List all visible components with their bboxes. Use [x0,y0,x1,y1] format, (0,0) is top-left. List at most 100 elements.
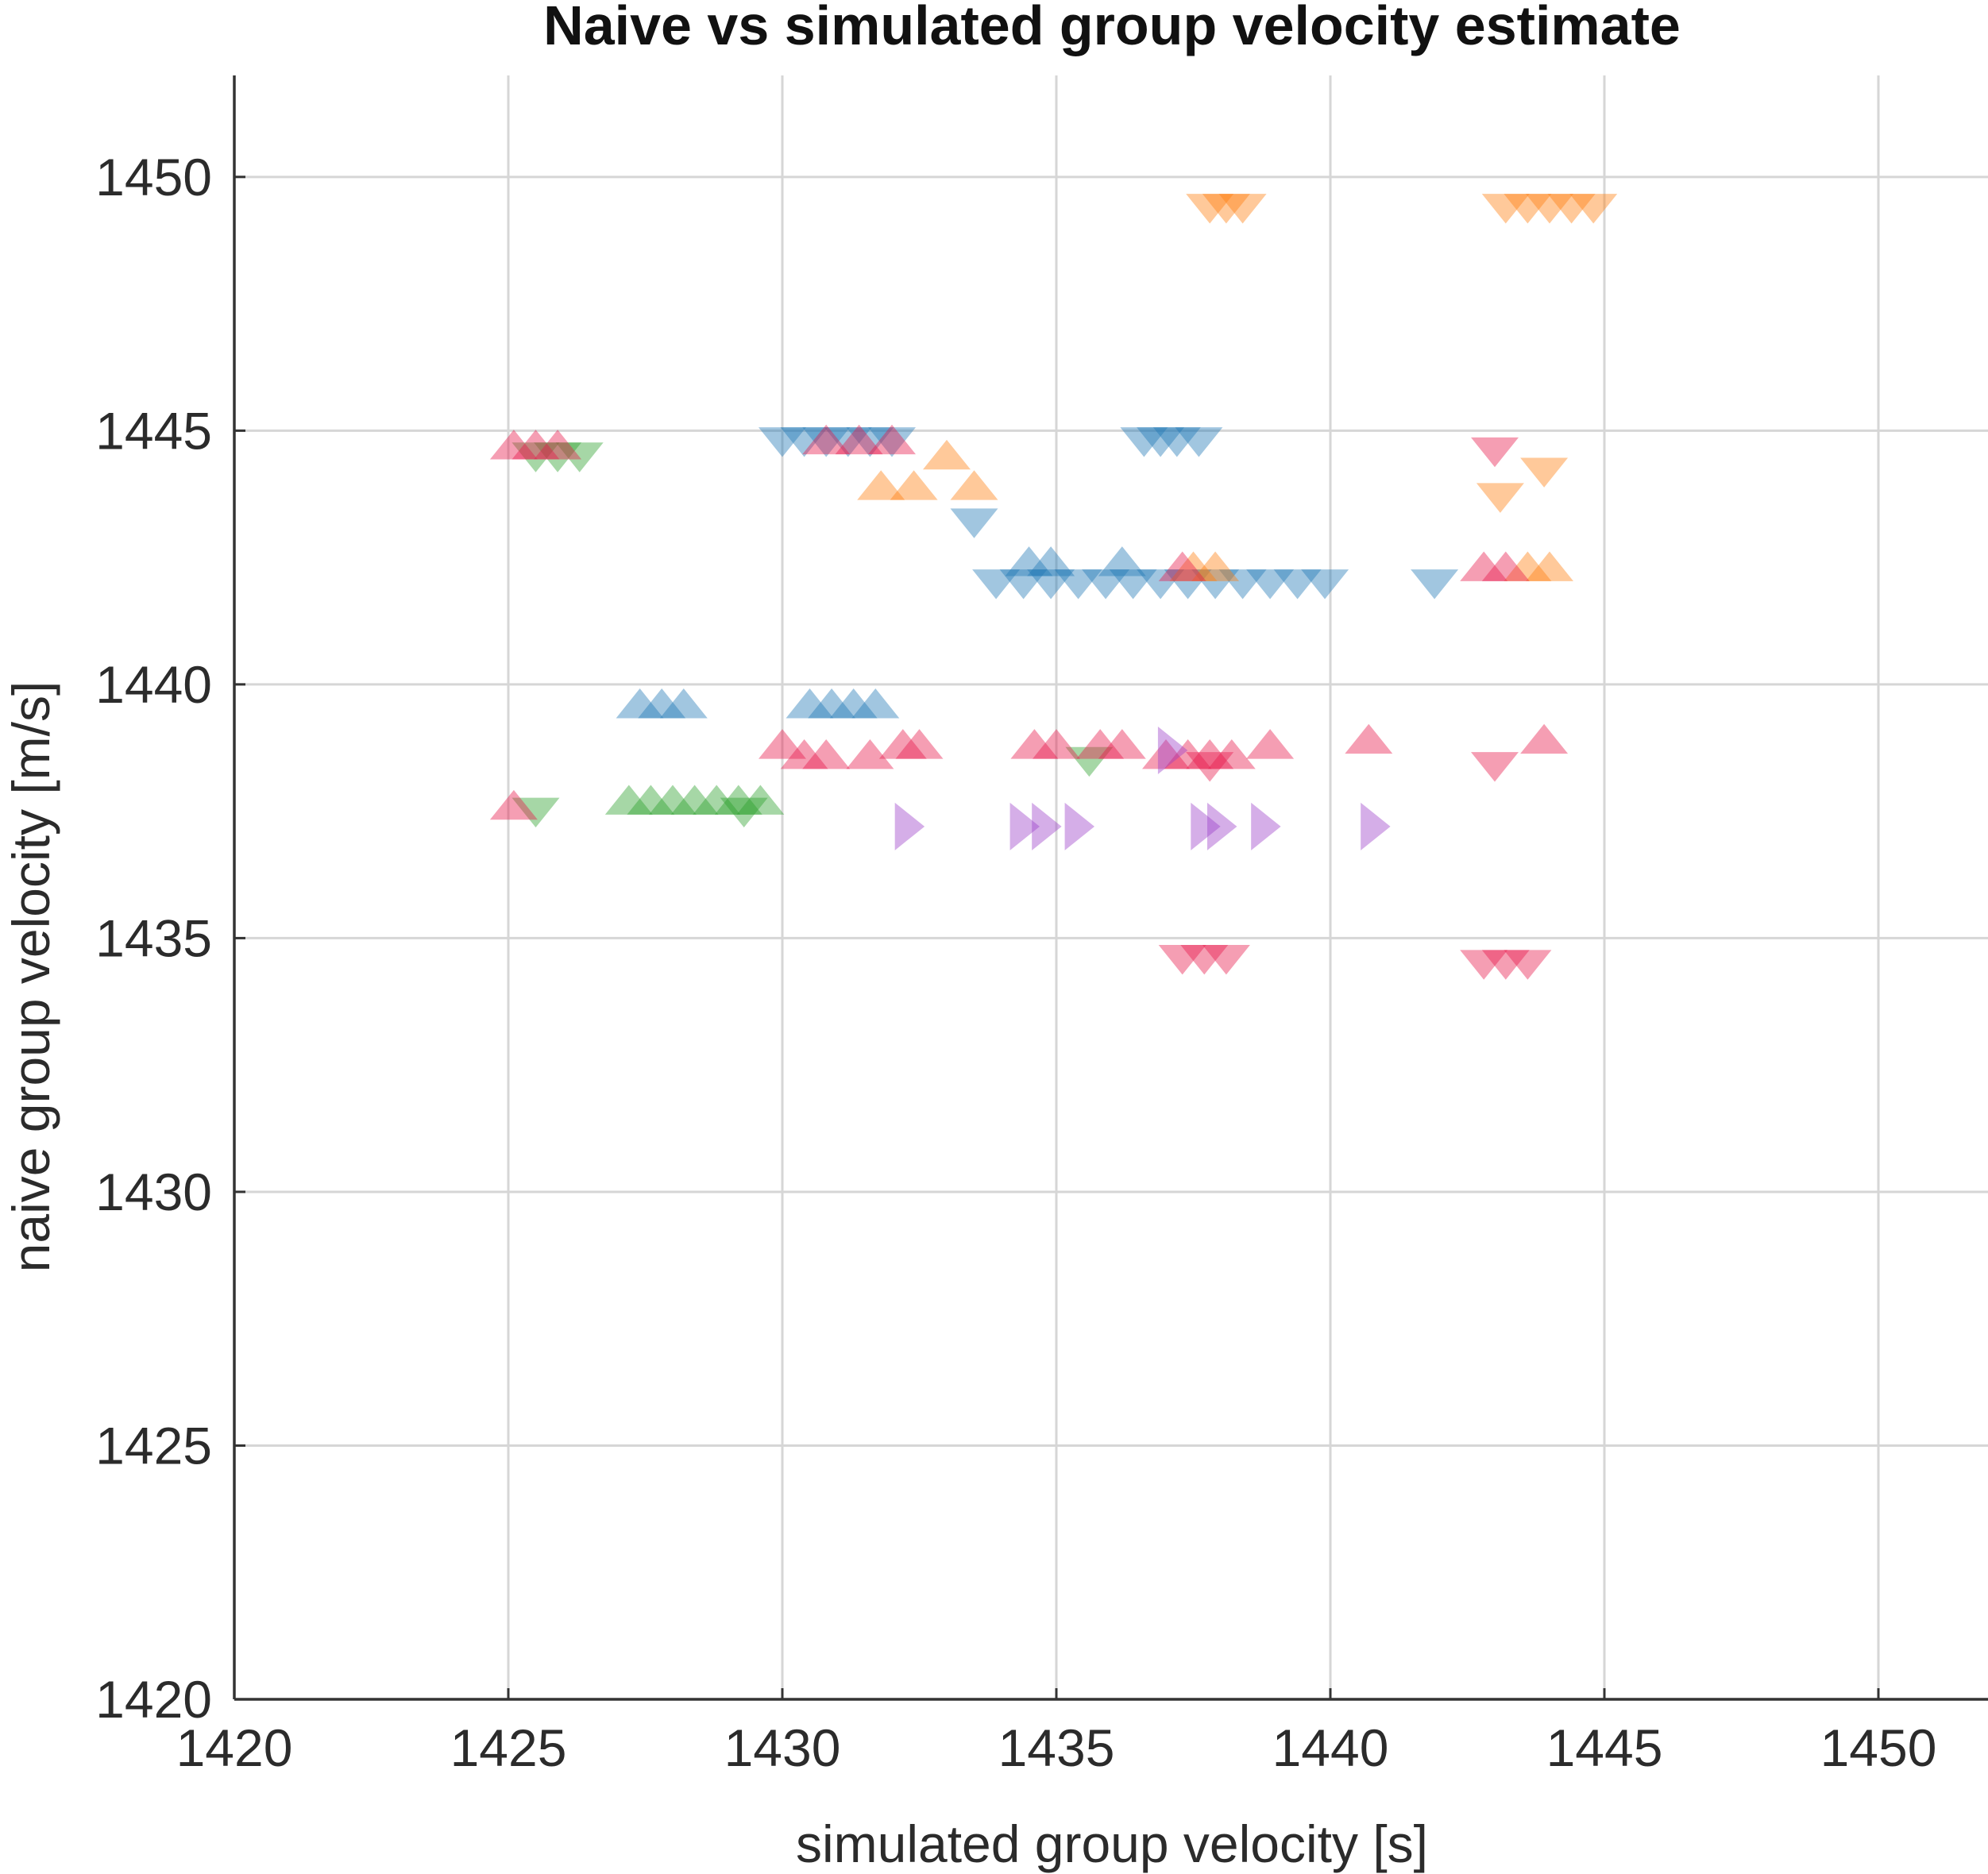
x-tick-label: 1450 [1820,1718,1937,1777]
data-point [1345,723,1393,754]
data-point [1065,746,1114,777]
y-tick-label: 1440 [95,655,212,714]
data-point [511,797,560,828]
data-point [1191,551,1240,581]
data-point [808,688,856,719]
data-point [1202,194,1250,224]
data-point [1520,457,1569,488]
data-point [1504,950,1552,980]
data-point [1207,802,1237,850]
data-point [1180,944,1229,975]
grid-lines [234,75,1988,1699]
data-point [878,729,927,759]
data-point [638,688,686,719]
chart-title: Naive vs simulated group velocity estima… [543,0,1681,56]
data-point [1476,483,1524,513]
data-point [1152,427,1201,457]
data-point [1301,569,1349,600]
data-point [1460,950,1508,980]
data-point [780,427,828,457]
data-point [1009,802,1040,850]
data-point [1273,569,1322,600]
axes [233,75,1988,1701]
data-point [802,424,851,455]
data-point [802,738,851,769]
data-point [1169,551,1218,581]
x-tick-label: 1425 [450,1718,567,1777]
data-point [1218,569,1267,600]
data-point [1411,569,1459,600]
data-point [824,427,872,457]
data-point [555,442,604,472]
x-tick-label: 1445 [1546,1718,1663,1777]
data-point [604,785,653,815]
data-point [534,442,582,472]
data-point [1202,944,1250,975]
data-point [1504,551,1552,581]
data-point [851,688,900,719]
data-point [1005,546,1053,576]
data-point [1251,802,1281,850]
data-point [1526,551,1573,581]
data-point [1471,437,1519,468]
data-point [1064,802,1094,850]
data-point [890,470,938,500]
data-point [835,424,883,455]
data-point [534,430,582,460]
data-point [923,439,971,470]
y-tick-label: 1430 [95,1163,212,1221]
data-point [1076,729,1125,759]
data-point [950,470,998,500]
data-point [759,729,806,759]
data-point [1504,194,1552,224]
data-point [759,427,806,457]
data-point [1191,802,1221,850]
data-point [1218,194,1267,224]
data-point [1098,546,1146,576]
data-point [489,789,538,820]
data-point [846,427,894,457]
data-point [1481,551,1530,581]
data-point [1027,569,1075,600]
data-point [780,738,828,769]
data-point [1361,802,1391,850]
data-point [894,802,925,850]
y-tick-label: 1420 [95,1670,212,1729]
data-point [1027,546,1075,576]
data-point [1526,194,1573,224]
data-point [786,688,834,719]
y-tick-label: 1435 [95,908,212,967]
data-point [1109,569,1157,600]
data-points [489,194,1618,980]
data-point [972,569,1021,600]
data-point [1098,729,1146,759]
data-point [1054,569,1102,600]
data-point [1246,569,1295,600]
x-tick-label: 1420 [176,1718,293,1777]
tick-labels: 1420 1425 1430 1435 1440 1445 1450 1420 1425 1430… [95,148,1936,1777]
data-point [1164,738,1212,769]
data-point [693,785,741,815]
data-point [1481,194,1530,224]
data-point [511,430,560,460]
data-point [736,785,785,815]
data-point [1137,569,1185,600]
data-point [1460,551,1508,581]
data-point [511,442,560,472]
data-point [670,785,719,815]
y-tick-label: 1445 [95,401,212,460]
data-point [616,688,664,719]
data-point [649,785,697,815]
x-axis-label: simulated group velocity [s] [796,1814,1428,1873]
y-tick-label: 1425 [95,1416,212,1475]
data-point [1186,194,1234,224]
data-point [846,738,894,769]
data-point [1158,551,1206,581]
data-point [1137,427,1185,457]
data-point [950,508,998,538]
data-point [1569,194,1618,224]
data-point [868,424,916,455]
data-point [1186,738,1234,769]
data-point [895,729,944,759]
